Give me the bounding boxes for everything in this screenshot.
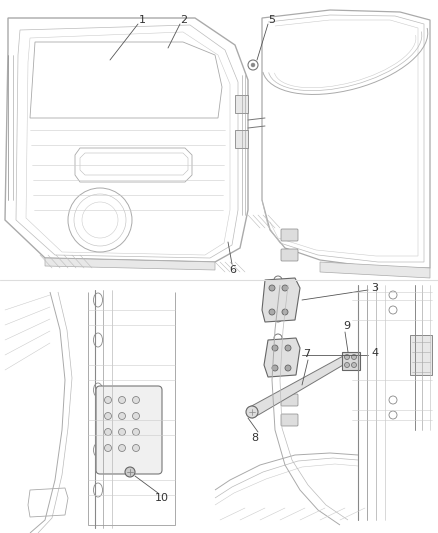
Circle shape — [285, 345, 291, 351]
Bar — [342, 352, 360, 370]
Polygon shape — [45, 258, 215, 270]
Circle shape — [352, 362, 357, 367]
Circle shape — [272, 365, 278, 371]
Polygon shape — [262, 278, 300, 322]
Text: 2: 2 — [180, 15, 187, 25]
Circle shape — [133, 429, 139, 435]
Circle shape — [105, 429, 112, 435]
Text: 7: 7 — [304, 349, 311, 359]
Text: 5: 5 — [268, 15, 276, 25]
Circle shape — [352, 354, 357, 359]
Circle shape — [133, 413, 139, 419]
FancyBboxPatch shape — [281, 229, 298, 241]
Polygon shape — [235, 130, 248, 148]
Text: 4: 4 — [371, 348, 378, 358]
Circle shape — [133, 445, 139, 451]
Polygon shape — [248, 355, 355, 418]
Circle shape — [269, 309, 275, 315]
Circle shape — [345, 362, 350, 367]
Circle shape — [119, 397, 126, 403]
Circle shape — [345, 354, 350, 359]
Circle shape — [133, 397, 139, 403]
FancyBboxPatch shape — [96, 386, 162, 474]
Circle shape — [105, 445, 112, 451]
Circle shape — [272, 345, 278, 351]
Circle shape — [105, 397, 112, 403]
Circle shape — [246, 406, 258, 418]
FancyBboxPatch shape — [281, 414, 298, 426]
Circle shape — [282, 285, 288, 291]
Polygon shape — [264, 338, 300, 377]
FancyBboxPatch shape — [281, 249, 298, 261]
Circle shape — [105, 413, 112, 419]
Text: 3: 3 — [371, 283, 378, 293]
Text: 8: 8 — [251, 433, 258, 443]
Circle shape — [119, 413, 126, 419]
Polygon shape — [248, 360, 352, 415]
Circle shape — [125, 467, 135, 477]
Circle shape — [119, 445, 126, 451]
Circle shape — [285, 365, 291, 371]
Circle shape — [269, 285, 275, 291]
Polygon shape — [235, 95, 248, 113]
Circle shape — [282, 309, 288, 315]
Text: 6: 6 — [230, 265, 237, 275]
Text: 1: 1 — [138, 15, 145, 25]
Polygon shape — [320, 262, 430, 278]
Bar — [410, 335, 432, 375]
Circle shape — [119, 429, 126, 435]
FancyBboxPatch shape — [281, 394, 298, 406]
Circle shape — [251, 63, 255, 67]
Text: 10: 10 — [155, 493, 169, 503]
Text: 9: 9 — [343, 321, 350, 331]
